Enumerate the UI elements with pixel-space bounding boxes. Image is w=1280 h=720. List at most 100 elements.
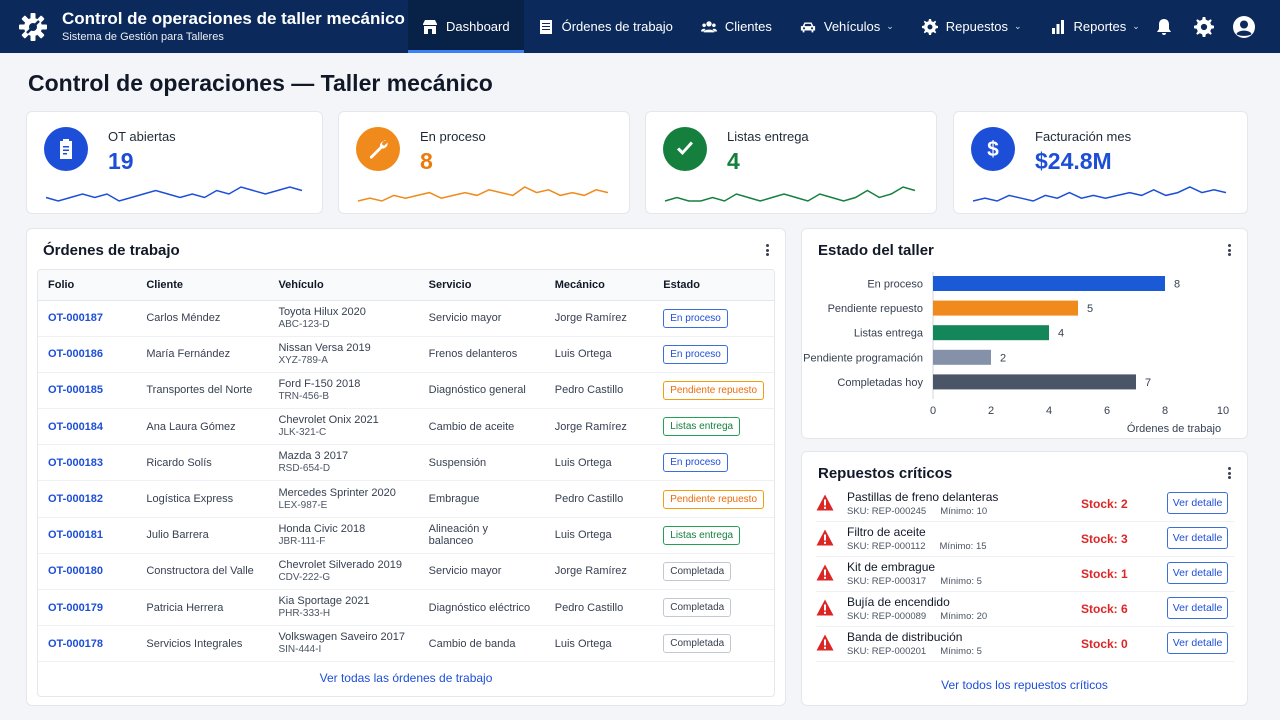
- kpi-card-en-proceso[interactable]: En proceso 8: [338, 111, 630, 214]
- mechanic-cell: Luis Ortega: [544, 517, 654, 554]
- client-cell: Carlos Méndez: [136, 300, 269, 337]
- column-header[interactable]: Estado: [653, 270, 774, 301]
- check-icon: [677, 141, 693, 155]
- client-cell: Ricardo Solís: [136, 444, 269, 482]
- status-cell: Completada: [653, 553, 774, 591]
- folio-link[interactable]: OT-000180: [38, 553, 137, 591]
- table-row[interactable]: OT-000183 Ricardo Solís Mazda 3 2017 RSD-65…: [38, 444, 774, 482]
- vehicle-name: Mercedes Sprinter 2020: [278, 486, 396, 499]
- kpi-card-ot-abiertas[interactable]: OT abiertas 19: [26, 111, 323, 214]
- tick-label: 4: [1046, 405, 1052, 417]
- chevron-down-icon: ⌄: [886, 21, 894, 31]
- vehicle-name: Kia Sportage 2021: [278, 595, 370, 608]
- nav-reportes[interactable]: Reportes ⌄: [1036, 0, 1154, 53]
- tick-label: 2: [988, 405, 994, 417]
- column-header[interactable]: Cliente: [136, 270, 269, 301]
- nav-clientes[interactable]: Clientes: [687, 0, 786, 53]
- folio-link[interactable]: OT-000185: [38, 372, 137, 410]
- store-icon: [423, 19, 437, 34]
- mechanic-cell: Luis Ortega: [544, 625, 654, 663]
- status-cell: Completada: [653, 589, 774, 627]
- critical-part-item: Bujía de encendido SKU: REP-000089 Mínimo:…: [816, 592, 1234, 627]
- table-row[interactable]: OT-000181 Julio Barrera Honda Civic 2018 JB…: [38, 517, 774, 554]
- column-header[interactable]: Vehículo: [268, 270, 419, 301]
- top-navigation-bar: Control de operaciones de taller mecánic…: [0, 0, 1280, 53]
- category-label: Listas entrega: [854, 328, 924, 340]
- view-detail-button[interactable]: Ver detalle: [1167, 632, 1228, 654]
- column-header[interactable]: Folio: [38, 270, 137, 301]
- view-all-orders-link[interactable]: Ver todas las órdenes de trabajo: [319, 671, 493, 685]
- kpi-icon-circle: [44, 127, 88, 171]
- sparkline-path: [664, 186, 916, 202]
- dollar-icon: $: [987, 138, 999, 161]
- table-row[interactable]: OT-000180 Constructora del Valle Chevrolet…: [38, 553, 774, 591]
- folio-link[interactable]: OT-000178: [38, 625, 137, 663]
- kpi-value: 4: [727, 148, 740, 174]
- warning-icon: [816, 599, 834, 616]
- folio-link[interactable]: OT-000186: [38, 336, 137, 373]
- table-row[interactable]: OT-000186 María Fernández Nissan Versa 201…: [38, 336, 774, 373]
- part-minimum: Mínimo: 5: [940, 576, 982, 587]
- folio-link[interactable]: OT-000181: [38, 517, 137, 554]
- view-detail-button[interactable]: Ver detalle: [1167, 597, 1228, 619]
- nav-label: Repuestos: [945, 19, 1008, 34]
- nav-label: Vehículos: [823, 19, 881, 34]
- status-badge: Pendiente repuesto: [663, 380, 764, 400]
- table-row[interactable]: OT-000187 Carlos Méndez Toyota Hilux 2020 A…: [38, 300, 774, 337]
- vehicle-plate: LEX-987-E: [278, 499, 328, 511]
- kpi-icon-circle: $: [971, 127, 1015, 171]
- list-icon: [539, 19, 552, 34]
- folio-link[interactable]: OT-000187: [38, 300, 137, 337]
- client-cell: Logística Express: [136, 480, 269, 518]
- folio-link[interactable]: OT-000179: [38, 589, 137, 627]
- folio-link[interactable]: OT-000182: [38, 480, 137, 518]
- nav-label: Reportes: [1073, 19, 1127, 34]
- vehicle-name: Nissan Versa 2019: [278, 341, 371, 354]
- status-badge: Pendiente repuesto: [663, 489, 764, 509]
- mechanic-cell: Pedro Castillo: [544, 480, 654, 518]
- app-title: Control de operaciones de taller mecánic…: [62, 9, 405, 28]
- kpi-sparkline: [45, 186, 303, 202]
- bar-chart-icon: [1051, 19, 1064, 34]
- view-all-parts-link[interactable]: Ver todos los repuestos críticos: [941, 678, 1108, 692]
- kpi-card-listas-entrega[interactable]: Listas entrega 4: [645, 111, 937, 214]
- nav-vehiculos[interactable]: Vehículos ⌄: [786, 0, 908, 53]
- nav-repuestos[interactable]: Repuestos ⌄: [908, 0, 1036, 53]
- nav-dashboard[interactable]: Dashboard: [408, 0, 524, 53]
- critical-part-item: Banda de distribución SKU: REP-000201 Míni…: [816, 627, 1234, 662]
- brand[interactable]: Control de operaciones de taller mecánic…: [0, 0, 408, 53]
- more-options-icon[interactable]: [1223, 465, 1235, 481]
- kpi-label: En proceso: [420, 129, 486, 144]
- mechanic-cell: Jorge Ramírez: [544, 553, 654, 591]
- folio-link[interactable]: OT-000183: [38, 444, 137, 482]
- table-row[interactable]: OT-000179 Patricia Herrera Kia Sportage 20…: [38, 589, 774, 627]
- vehicle-plate: JLK-321-C: [278, 427, 327, 439]
- view-detail-button[interactable]: Ver detalle: [1167, 527, 1228, 549]
- bar: [933, 300, 1078, 316]
- status-badge: Completada: [663, 634, 732, 654]
- gear-logo-icon: [19, 12, 47, 41]
- nav-label: Dashboard: [446, 19, 510, 34]
- table-row[interactable]: OT-000184 Ana Laura Gómez Chevrolet Onix 2…: [38, 408, 774, 446]
- column-header[interactable]: Mecánico: [544, 270, 654, 301]
- table-row[interactable]: OT-000182 Logística Express Mercedes Sprin…: [38, 480, 774, 518]
- folio-link[interactable]: OT-000184: [38, 408, 137, 446]
- table-row[interactable]: OT-000178 Servicios Integrales Volkswagen …: [38, 625, 774, 663]
- kpi-card-facturacion-mes[interactable]: $ Facturación mes $24.8M: [953, 111, 1248, 214]
- data-label: 4: [1058, 328, 1064, 340]
- wrench-icon: [369, 140, 388, 159]
- nav-ordenes[interactable]: Órdenes de trabajo: [524, 0, 687, 53]
- view-detail-button[interactable]: Ver detalle: [1167, 562, 1228, 584]
- more-options-icon[interactable]: [761, 242, 773, 258]
- column-header[interactable]: Servicio: [418, 270, 545, 301]
- settings-button[interactable]: [1184, 0, 1224, 53]
- part-sku: SKU: REP-000089: [847, 611, 927, 622]
- mechanic-cell: Luis Ortega: [544, 336, 654, 373]
- table-row[interactable]: OT-000185 Transportes del Norte Ford F-150…: [38, 372, 774, 410]
- part-name: Filtro de aceite: [847, 525, 926, 539]
- view-detail-button[interactable]: Ver detalle: [1167, 492, 1228, 514]
- notifications-button[interactable]: [1144, 0, 1184, 53]
- user-menu-button[interactable]: [1224, 0, 1264, 53]
- more-options-icon[interactable]: [1223, 242, 1235, 258]
- part-stock: Stock: 3: [1081, 532, 1128, 546]
